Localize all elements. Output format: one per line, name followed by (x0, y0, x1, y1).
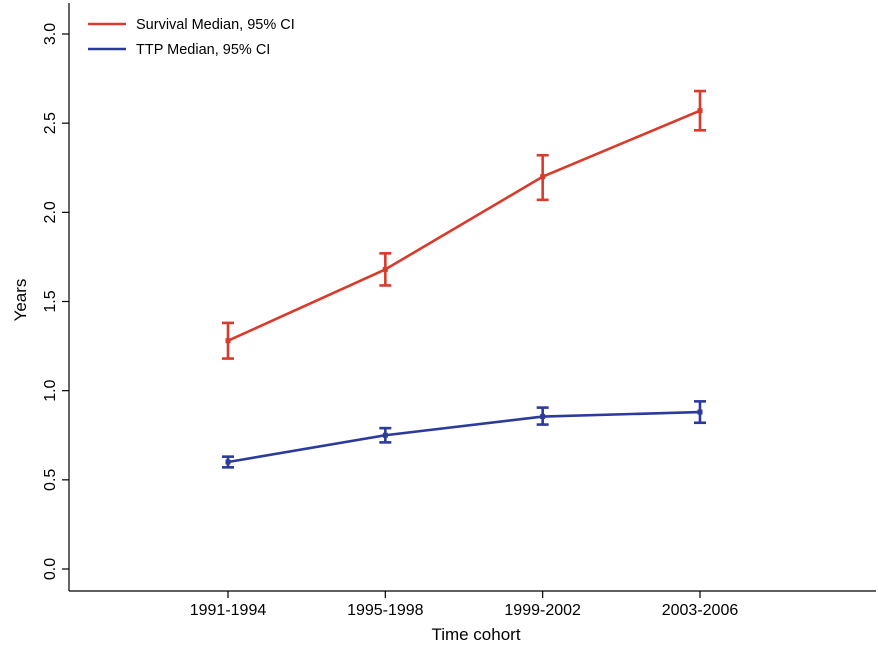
x-tick-label: 2003-2006 (662, 602, 739, 619)
y-axis: 0.0 0.5 1.0 1.5 2.0 2.5 3.0 (42, 23, 69, 580)
y-tick-label: 3.0 (42, 23, 59, 45)
data-point (540, 414, 546, 420)
x-tick-label: 1999-2002 (504, 602, 581, 619)
y-tick-label: 2.0 (42, 201, 59, 223)
series-0 (222, 89, 706, 360)
data-point (540, 174, 546, 180)
y-tick-label: 0.5 (42, 469, 59, 491)
x-tick-label: 1991-1994 (190, 602, 267, 619)
series-line (227, 109, 701, 342)
legend-item: TTP Median, 95% CI (88, 42, 270, 58)
data-point (225, 459, 231, 465)
y-tick-label: 0.0 (42, 558, 59, 580)
y-axis-title: Years (11, 279, 30, 322)
data-point (697, 409, 703, 415)
y-tick-label: 2.5 (42, 112, 59, 134)
x-axis-title: Time cohort (431, 625, 520, 644)
series-1 (222, 400, 706, 469)
plot-frame (68, 3, 876, 592)
data-point (382, 432, 388, 438)
y-tick-label: 1.5 (42, 290, 59, 312)
data-point (697, 108, 703, 114)
legend: Survival Median, 95% CI TTP Median, 95% C… (88, 17, 295, 58)
series-layer (222, 89, 706, 469)
series-line (227, 410, 701, 464)
x-tick-label: 1995-1998 (347, 602, 424, 619)
legend-label: Survival Median, 95% CI (136, 17, 295, 33)
legend-item: Survival Median, 95% CI (88, 17, 295, 33)
data-point (225, 338, 231, 344)
y-tick-label: 1.0 (42, 379, 59, 401)
data-point (382, 266, 388, 272)
legend-label: TTP Median, 95% CI (136, 42, 270, 58)
x-axis: 1991-1994 1995-1998 1999-2002 2003-2006 (190, 591, 739, 619)
